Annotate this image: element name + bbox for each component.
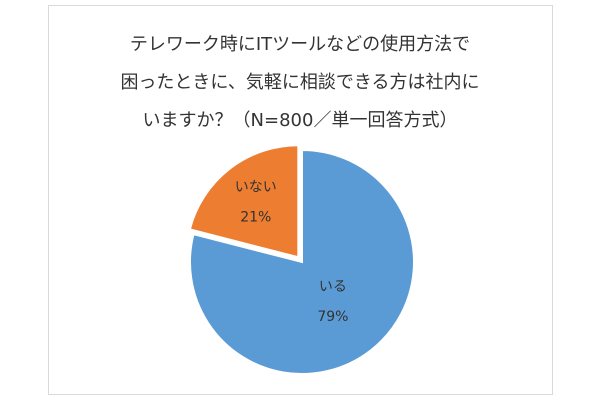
slice-label: いる — [319, 279, 347, 295]
slice-value-label: 21% — [240, 209, 271, 225]
slice-value-label: 79% — [317, 309, 348, 325]
chart-title: テレワーク時にITツールなどの使用方法で — [130, 34, 470, 55]
slice-label: いない — [235, 179, 277, 195]
pie-slice — [188, 144, 300, 259]
chart-title: いますか？（N=800／単一回答方式） — [143, 110, 458, 131]
chart-title: 困ったときに、気軽に相談できる方は社内に — [120, 72, 479, 93]
pie-slice — [189, 148, 415, 375]
